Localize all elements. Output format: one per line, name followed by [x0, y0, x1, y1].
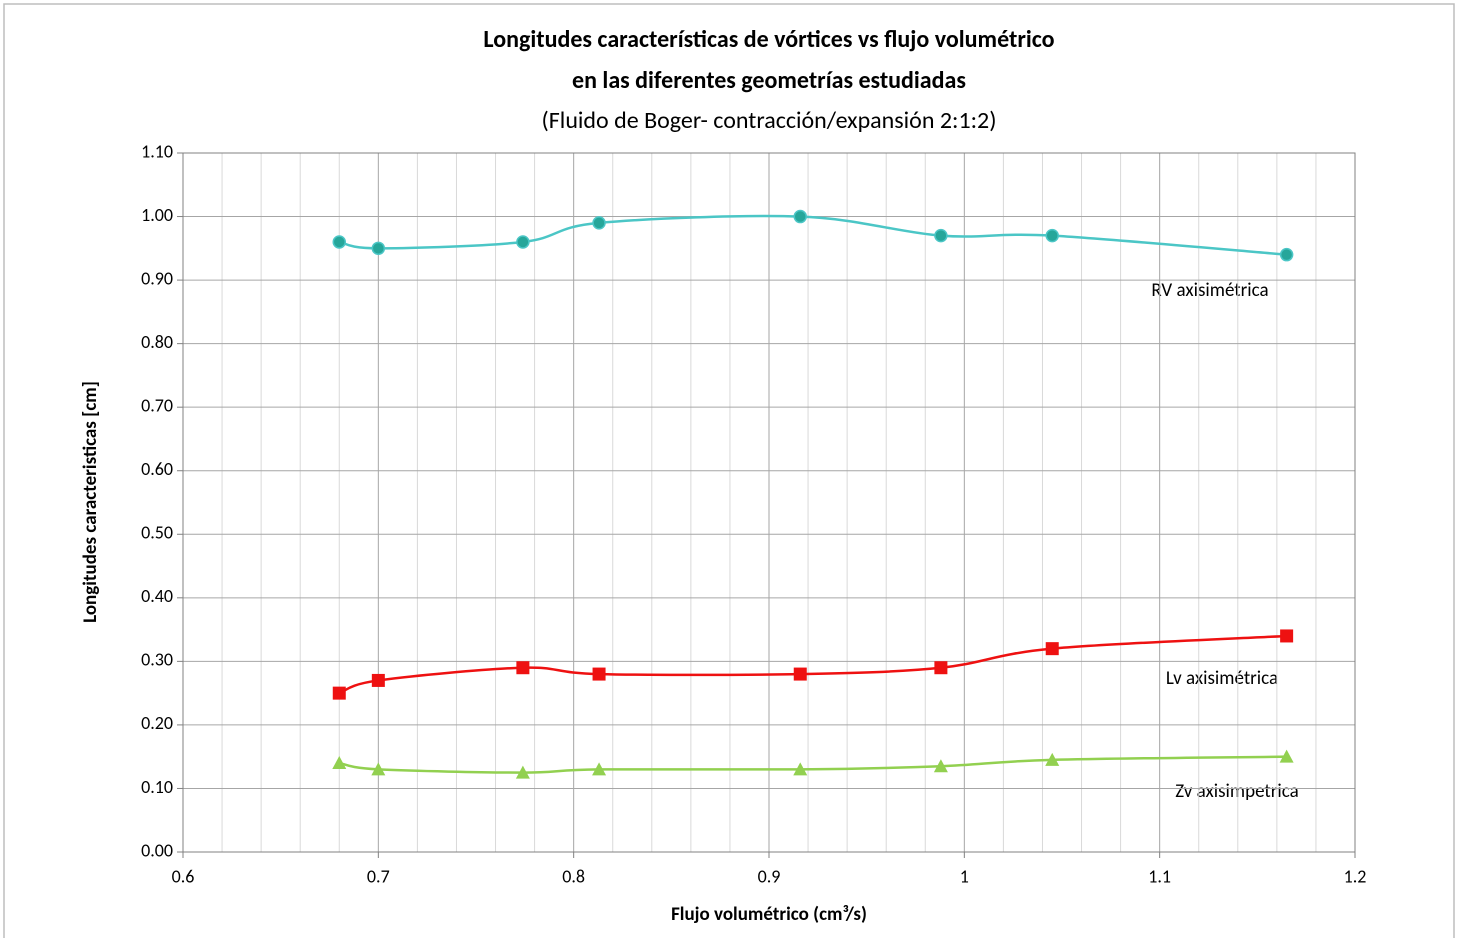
series-label: Lv axisimétrica — [1166, 667, 1278, 690]
x-tick-label: 1 — [960, 865, 969, 887]
x-axis-label: Flujo volumétrico (cm³/s) — [671, 903, 867, 926]
x-tick-label: 0.9 — [758, 865, 781, 887]
point — [371, 241, 386, 256]
point — [516, 661, 530, 675]
point — [793, 209, 808, 224]
x-tick-label: 0.7 — [367, 865, 390, 887]
series-label: RV axisimétrica — [1151, 279, 1268, 302]
y-tick-label: 0.70 — [141, 394, 173, 416]
point — [592, 216, 606, 230]
y-axis-label: Longitudes caracteristicas [cm] — [79, 381, 102, 623]
point — [1045, 642, 1059, 656]
point — [515, 765, 530, 779]
point — [332, 686, 346, 700]
chart-title: en las diferentes geometrías estudiadas — [572, 66, 966, 95]
x-tick-label: 1.2 — [1344, 865, 1367, 887]
x-tick-label: 1.1 — [1148, 865, 1171, 887]
point — [332, 756, 347, 770]
chart-subtitle: (Fluido de Boger- contracción/expansión … — [542, 106, 997, 135]
point — [1280, 629, 1294, 643]
point — [371, 762, 386, 776]
y-tick-label: 0.30 — [141, 649, 173, 671]
y-tick-label: 1.00 — [141, 204, 173, 226]
y-tick-label: 0.40 — [141, 585, 173, 607]
point — [1279, 749, 1294, 763]
y-tick-label: 1.10 — [141, 140, 173, 162]
point — [793, 667, 807, 681]
point — [516, 235, 530, 249]
x-tick-label: 0.8 — [562, 865, 585, 887]
y-tick-label: 0.10 — [141, 776, 173, 798]
point — [1045, 228, 1059, 243]
y-tick-label: 0.90 — [141, 267, 173, 289]
y-tick-label: 0.00 — [141, 839, 173, 861]
point — [1045, 752, 1060, 766]
point — [934, 228, 948, 243]
point — [332, 235, 347, 249]
point — [934, 661, 948, 675]
x-tick-label: 0.6 — [172, 865, 195, 887]
series-label: Zv axisimpetrica — [1175, 780, 1299, 803]
chart-title: Longitudes características de vórtices v… — [483, 25, 1054, 54]
y-tick-label: 0.20 — [141, 712, 173, 734]
y-tick-label: 0.80 — [141, 331, 173, 353]
y-tick-label: 0.60 — [141, 458, 173, 480]
point — [933, 759, 948, 773]
point — [1279, 247, 1294, 262]
y-tick-label: 0.50 — [141, 522, 173, 544]
point — [592, 667, 606, 681]
series-line — [339, 755, 1287, 774]
point — [793, 762, 808, 776]
point — [371, 673, 385, 687]
point — [592, 762, 607, 776]
plot-border — [182, 152, 1356, 853]
